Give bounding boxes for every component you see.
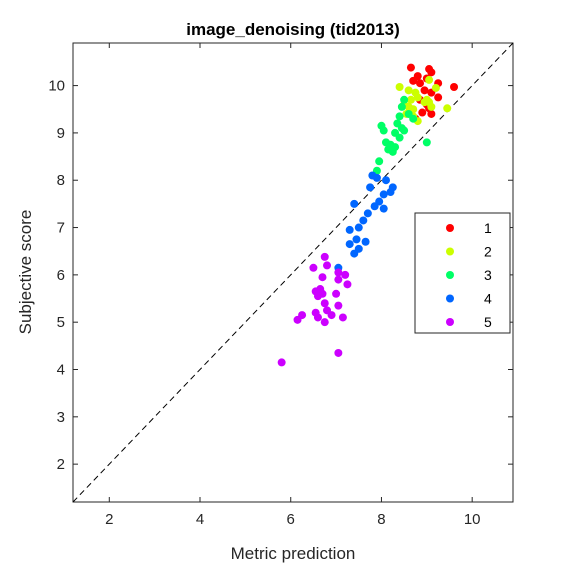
data-point: [418, 108, 427, 117]
data-point: [350, 199, 359, 208]
data-point: [397, 102, 406, 111]
series-3: [372, 95, 431, 175]
data-point: [406, 95, 415, 104]
data-point: [345, 240, 354, 249]
data-point: [320, 318, 329, 327]
data-point: [409, 76, 418, 85]
data-point: [400, 126, 409, 135]
data-point: [372, 173, 381, 182]
data-point: [350, 249, 359, 258]
data-point: [388, 147, 397, 156]
data-point: [345, 225, 354, 234]
legend-label: 1: [484, 220, 492, 236]
data-point: [309, 263, 318, 272]
data-point: [434, 93, 443, 102]
data-point: [334, 301, 343, 310]
data-point: [370, 202, 379, 211]
y-tick-label: 8: [57, 172, 65, 189]
y-axis-label: Subjective score: [16, 210, 35, 335]
data-point: [395, 112, 404, 121]
data-point: [354, 223, 363, 232]
data-point: [343, 280, 352, 289]
data-point: [379, 126, 388, 135]
data-point: [320, 299, 329, 308]
data-point: [277, 358, 286, 367]
data-point: [352, 235, 361, 244]
legend-marker: [446, 247, 454, 256]
data-point: [427, 68, 436, 77]
data-point: [450, 83, 459, 92]
legend-label: 4: [484, 291, 492, 307]
data-point: [422, 138, 431, 147]
data-point: [334, 268, 343, 277]
data-point: [334, 348, 343, 357]
data-point: [413, 93, 422, 102]
y-tick-label: 4: [57, 362, 65, 379]
y-tick-label: 5: [57, 314, 65, 331]
data-points: [277, 63, 459, 367]
data-point: [420, 86, 429, 95]
data-point: [427, 102, 436, 111]
reference-diagonal-line: [72, 42, 514, 503]
data-point: [395, 83, 404, 92]
legend: 1 2 3 4 5: [414, 212, 511, 334]
x-tick-label: 4: [196, 511, 204, 528]
y-tick-label: 6: [57, 267, 65, 284]
data-point: [332, 289, 341, 298]
x-axis-label: Metric prediction: [231, 544, 356, 563]
data-point: [341, 270, 350, 279]
data-point: [313, 292, 322, 301]
data-point: [375, 157, 384, 166]
legend-marker: [446, 318, 454, 326]
data-point: [409, 114, 418, 123]
y-tick-label: 7: [57, 220, 65, 237]
x-tick-label: 2: [105, 511, 113, 528]
series-5: [277, 252, 352, 367]
legend-label: 3: [484, 267, 492, 283]
data-point: [366, 183, 375, 192]
data-point: [443, 104, 452, 113]
data-point: [381, 176, 390, 185]
data-point: [425, 75, 434, 84]
chart-title: image_denoising (tid2013): [186, 20, 400, 39]
data-point: [313, 313, 322, 322]
y-tick-label: 3: [57, 409, 65, 426]
y-tick-label: 2: [57, 456, 65, 473]
data-point: [293, 315, 302, 324]
data-point: [318, 273, 327, 282]
data-point: [361, 237, 370, 246]
data-point: [338, 313, 347, 322]
data-point: [327, 311, 336, 320]
x-tick-label: 10: [464, 511, 481, 528]
data-point: [379, 190, 388, 199]
data-point: [416, 79, 425, 88]
data-point: [379, 204, 388, 213]
legend-marker: [446, 224, 454, 232]
y-tick-label: 9: [57, 125, 65, 142]
legend-label: 5: [484, 314, 492, 330]
x-tick-label: 8: [377, 511, 385, 528]
data-point: [359, 216, 368, 225]
legend-box: [414, 212, 511, 334]
data-point: [395, 133, 404, 142]
data-point: [320, 252, 329, 261]
data-point: [363, 209, 372, 218]
axis-ticks: 2 4 6 8 10 2 3 4 5 6 7 8 9 10: [48, 43, 513, 528]
legend-marker: [446, 271, 454, 279]
legend-label: 2: [484, 244, 492, 260]
data-point: [386, 188, 395, 197]
data-point: [323, 261, 332, 270]
data-point: [404, 86, 413, 95]
x-tick-label: 6: [287, 511, 295, 528]
y-tick-label: 10: [48, 78, 65, 95]
data-point: [427, 109, 436, 118]
data-point: [422, 95, 431, 104]
data-point: [406, 63, 415, 72]
data-point: [334, 275, 343, 284]
data-point: [400, 95, 409, 104]
legend-marker: [446, 294, 454, 303]
data-point: [431, 83, 440, 92]
